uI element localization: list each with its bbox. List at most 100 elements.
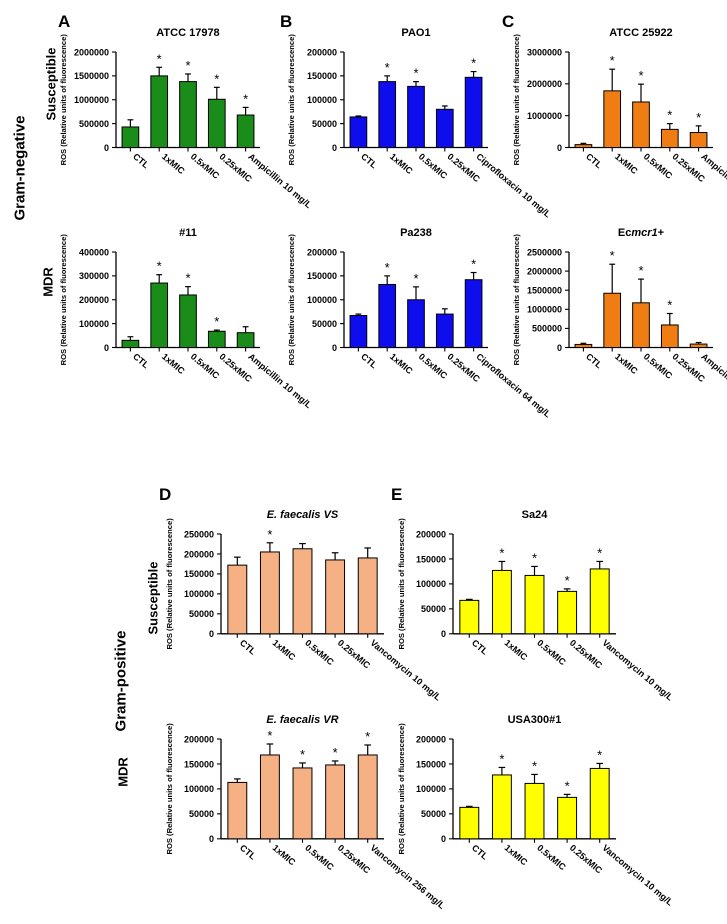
svg-text:0: 0: [209, 834, 214, 844]
svg-text:0.5xMIC: 0.5xMIC: [303, 638, 336, 668]
svg-text:0.25xMIC: 0.25xMIC: [568, 843, 605, 876]
svg-text:1xMIC: 1xMIC: [613, 151, 640, 176]
svg-text:PAO1: PAO1: [401, 27, 430, 39]
svg-text:ROS (Relative units of fluores: ROS (Relative units of fluorescence): [397, 723, 406, 855]
svg-text:0.25xMIC: 0.25xMIC: [336, 843, 373, 876]
svg-text:0.5xMIC: 0.5xMIC: [189, 351, 222, 381]
svg-text:*: *: [471, 257, 476, 272]
svg-text:2500000: 2500000: [527, 247, 562, 257]
svg-text:200000: 200000: [79, 295, 109, 305]
svg-text:1xMIC: 1xMIC: [160, 351, 187, 376]
svg-text:0.5xMIC: 0.5xMIC: [642, 351, 675, 381]
svg-text:ROS (Relative units of fluores: ROS (Relative units of fluorescence): [59, 234, 68, 366]
svg-text:*: *: [267, 527, 272, 542]
svg-text:*: *: [696, 110, 701, 125]
svg-text:ROS (Relative units of fluores: ROS (Relative units of fluorescence): [165, 518, 174, 650]
svg-text:2000000: 2000000: [527, 266, 562, 276]
svg-text:1000000: 1000000: [74, 95, 109, 105]
svg-text:1000000: 1000000: [527, 305, 562, 315]
svg-text:300000: 300000: [79, 271, 109, 281]
svg-text:ROS (Relative units of fluores: ROS (Relative units of fluorescence): [397, 518, 406, 650]
svg-text:*: *: [413, 66, 418, 81]
svg-text:*: *: [157, 51, 162, 66]
svg-text:ATCC 17978: ATCC 17978: [156, 27, 219, 39]
svg-text:*: *: [532, 550, 537, 565]
svg-text:CTL: CTL: [359, 351, 379, 370]
svg-text:*: *: [597, 545, 602, 560]
svg-text:*: *: [267, 728, 272, 743]
svg-text:ROS (Relative units of fluores: ROS (Relative units of fluorescence): [59, 34, 68, 166]
svg-text:150000: 150000: [416, 554, 446, 564]
svg-text:*: *: [499, 751, 504, 766]
svg-text:0.5xMIC: 0.5xMIC: [535, 638, 568, 668]
svg-text:0: 0: [209, 629, 214, 639]
svg-text:#11: #11: [179, 227, 197, 239]
svg-text:*: *: [638, 68, 643, 83]
svg-text:*: *: [565, 778, 570, 793]
svg-text:*: *: [385, 260, 390, 275]
svg-text:0: 0: [332, 143, 337, 153]
svg-text:*: *: [413, 271, 418, 286]
svg-text:100000: 100000: [184, 784, 214, 794]
svg-text:*: *: [185, 271, 190, 286]
svg-text:1xMIC: 1xMIC: [160, 151, 187, 176]
svg-text:Vancomycin 10 mg/L: Vancomycin 10 mg/L: [600, 843, 675, 908]
svg-text:Ampicillin 10 mg/L: Ampicillin 10 mg/L: [699, 351, 727, 410]
svg-text:CTL: CTL: [131, 351, 151, 370]
svg-text:500000: 500000: [532, 324, 562, 334]
svg-text:Pa238: Pa238: [400, 227, 432, 239]
svg-text:250000: 250000: [184, 529, 214, 539]
svg-text:*: *: [532, 758, 537, 773]
svg-text:50000: 50000: [312, 319, 337, 329]
svg-text:200000: 200000: [416, 734, 446, 744]
svg-text:1xMIC: 1xMIC: [388, 351, 415, 376]
svg-text:0.5xMIC: 0.5xMIC: [417, 151, 450, 181]
svg-text:1xMIC: 1xMIC: [613, 351, 640, 376]
svg-text:100000: 100000: [307, 295, 337, 305]
svg-text:Ampicillin 10 mg/L: Ampicillin 10 mg/L: [699, 151, 727, 210]
svg-text:150000: 150000: [416, 759, 446, 769]
svg-text:CTL: CTL: [470, 638, 490, 657]
svg-text:1500000: 1500000: [527, 286, 562, 296]
svg-text:1xMIC: 1xMIC: [271, 843, 298, 868]
svg-text:ROS (Relative units of fluores: ROS (Relative units of fluorescence): [512, 234, 521, 366]
svg-text:0.5xMIC: 0.5xMIC: [417, 351, 450, 381]
svg-text:1xMIC: 1xMIC: [388, 151, 415, 176]
svg-text:*: *: [385, 60, 390, 75]
svg-text:0: 0: [557, 343, 562, 353]
svg-text:100000: 100000: [416, 579, 446, 589]
svg-text:*: *: [597, 747, 602, 762]
svg-text:50000: 50000: [189, 609, 214, 619]
svg-text:100000: 100000: [416, 784, 446, 794]
svg-text:*: *: [185, 58, 190, 73]
svg-text:CTL: CTL: [131, 151, 151, 170]
svg-text:200000: 200000: [416, 529, 446, 539]
svg-text:0.5xMIC: 0.5xMIC: [303, 843, 336, 873]
svg-text:200000: 200000: [307, 47, 337, 57]
svg-text:0.5xMIC: 0.5xMIC: [189, 151, 222, 181]
svg-text:1xMIC: 1xMIC: [503, 843, 530, 868]
svg-text:CTL: CTL: [584, 351, 604, 370]
svg-text:1000000: 1000000: [527, 111, 562, 121]
svg-text:100000: 100000: [79, 319, 109, 329]
svg-text:500000: 500000: [79, 119, 109, 129]
svg-text:50000: 50000: [312, 119, 337, 129]
svg-text:ROS (Relative units of fluores: ROS (Relative units of fluorescence): [287, 234, 296, 366]
svg-text:0.25xMIC: 0.25xMIC: [336, 638, 373, 671]
svg-text:100000: 100000: [307, 95, 337, 105]
svg-text:0.25xMIC: 0.25xMIC: [568, 638, 605, 671]
svg-text:Ecmcr1+: Ecmcr1+: [618, 227, 664, 239]
svg-text:200000: 200000: [184, 549, 214, 559]
svg-text:CTL: CTL: [470, 843, 490, 862]
svg-text:*: *: [214, 71, 219, 86]
svg-text:150000: 150000: [307, 71, 337, 81]
svg-text:1500000: 1500000: [74, 71, 109, 81]
svg-text:0.5xMIC: 0.5xMIC: [642, 151, 675, 181]
svg-text:0: 0: [332, 343, 337, 353]
svg-text:CTL: CTL: [238, 638, 258, 657]
svg-text:1xMIC: 1xMIC: [271, 638, 298, 663]
svg-text:1xMIC: 1xMIC: [503, 638, 530, 663]
svg-text:ROS (Relative units of fluores: ROS (Relative units of fluorescence): [512, 34, 521, 166]
svg-text:0: 0: [104, 143, 109, 153]
svg-text:50000: 50000: [189, 809, 214, 819]
